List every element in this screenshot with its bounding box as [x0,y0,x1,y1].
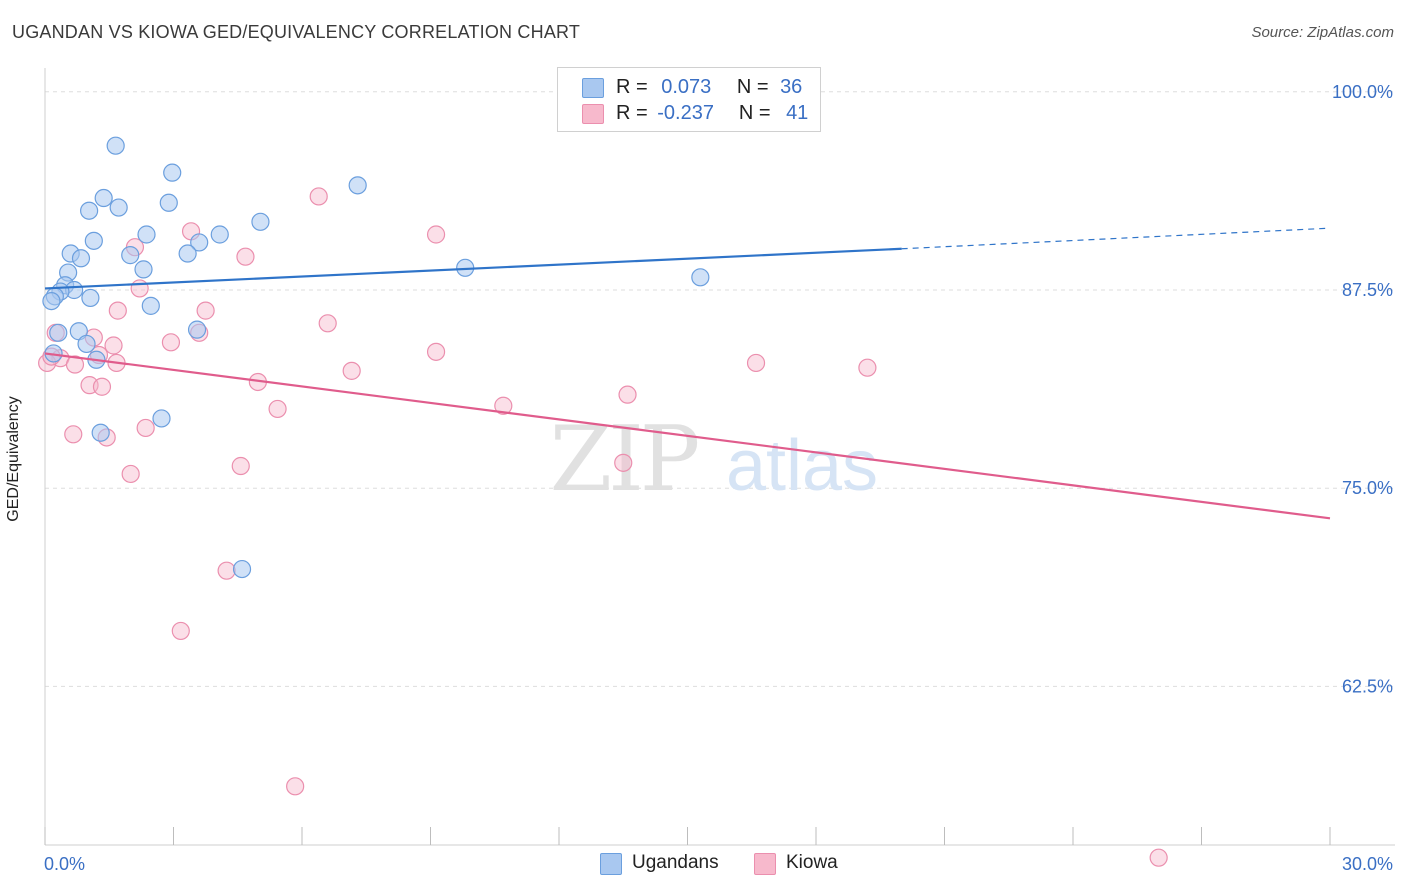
n-value-ugandans: 36 [780,76,803,98]
ugandan-point [348,176,367,195]
kiowa-point [161,333,181,352]
kiowa-point [92,377,112,396]
ugandan-point [152,409,171,428]
r-value-ugandans: 0.073 [661,76,712,98]
ugandan-point [134,260,153,279]
kiowa-point [286,777,305,796]
kiowa-point [104,336,123,355]
ugandan-point [109,198,128,217]
kiowa-point [858,358,877,377]
y-tick-label: 75.0% [1342,478,1393,498]
kiowa-point [217,561,236,580]
r-label: R = [616,76,648,98]
kiowa-point [342,361,361,380]
ugandan-point [232,559,252,579]
trend-lines [44,227,1331,520]
ugandan-point [49,323,68,342]
ugandan-point [691,268,710,287]
ugandans-points [42,136,710,579]
kiowa-point [171,621,190,641]
kiowa-legend-label: Kiowa [786,852,838,873]
kiowa-point [64,425,83,444]
kiowa-point [136,418,155,438]
ugandan-point [251,212,270,231]
kiowa-point [121,464,140,484]
kiowa-point [746,353,766,373]
r-label: R = [616,102,648,124]
kiowa-point [426,342,446,361]
ugandan-point [84,231,103,250]
kiowa-point [618,385,637,404]
ugandan-point [94,188,113,208]
chart-title: UGANDAN VS KIOWA GED/EQUIVALENCY CORRELA… [12,22,581,42]
ugandan-point [190,233,209,252]
source-credit: Source: ZipAtlas.com [1251,24,1394,41]
ugandan-point [141,296,160,315]
y-tick-label: 100.0% [1332,82,1393,102]
y-tick-label: 87.5% [1342,280,1393,300]
tick-labels: 100.0% 87.5% 75.0% 62.5% 0.0% 30.0% [44,82,1393,874]
ugandan-point [210,225,229,244]
kiowa-point [494,396,513,415]
ugandan-point [91,423,110,442]
kiowa-point [268,399,287,419]
ugandans-legend-label: Ugandans [632,852,719,873]
ugandans-swatch [582,78,604,98]
ugandan-point [77,334,96,354]
correlation-legend: R = 0.073 N = 36 R = -0.237 N = 41 [557,67,821,132]
n-value-kiowa: 41 [786,102,809,124]
ugandan-point [187,320,207,339]
ugandans-trend-extension [901,227,1331,250]
watermark-zip: ZIP [550,407,698,512]
ugandan-point [81,288,100,308]
ugandan-point [178,244,197,263]
kiowa-point [1149,848,1168,867]
axes [44,68,1395,846]
r-value-kiowa: -0.237 [657,102,714,124]
n-label: N = [736,76,769,98]
ugandan-point [137,225,156,244]
kiowa-point [196,301,215,320]
watermark-atlas: atlas [726,426,878,506]
kiowa-trend-line [44,352,1331,520]
ugandan-point [159,193,178,212]
kiowa-point [231,456,250,476]
ugandans-legend-swatch [600,853,622,875]
n-label: N = [738,102,771,124]
grid-lines [45,91,1395,687]
y-tick-label: 62.5% [1342,676,1393,696]
watermark: ZIP atlas [550,407,878,512]
x-tick-label: 0.0% [44,854,85,874]
kiowa-point [108,301,127,320]
kiowa-point [236,247,255,266]
kiowa-point [318,314,337,333]
ugandan-point [163,163,182,182]
ugandan-point [80,201,99,220]
ugandan-point [121,246,140,265]
ugandans-trend-line [44,247,902,290]
kiowa-swatch [582,104,604,124]
ugandan-point [106,136,125,155]
kiowa-point [309,187,328,206]
kiowa-point [426,225,446,244]
kiowa-point [614,453,633,472]
kiowa-point [65,355,85,374]
x-tick-label: 30.0% [1342,854,1393,874]
ugandan-point [42,292,61,311]
kiowa-point [130,279,149,298]
ugandan-point [71,249,91,268]
kiowa-legend-swatch [754,853,776,875]
